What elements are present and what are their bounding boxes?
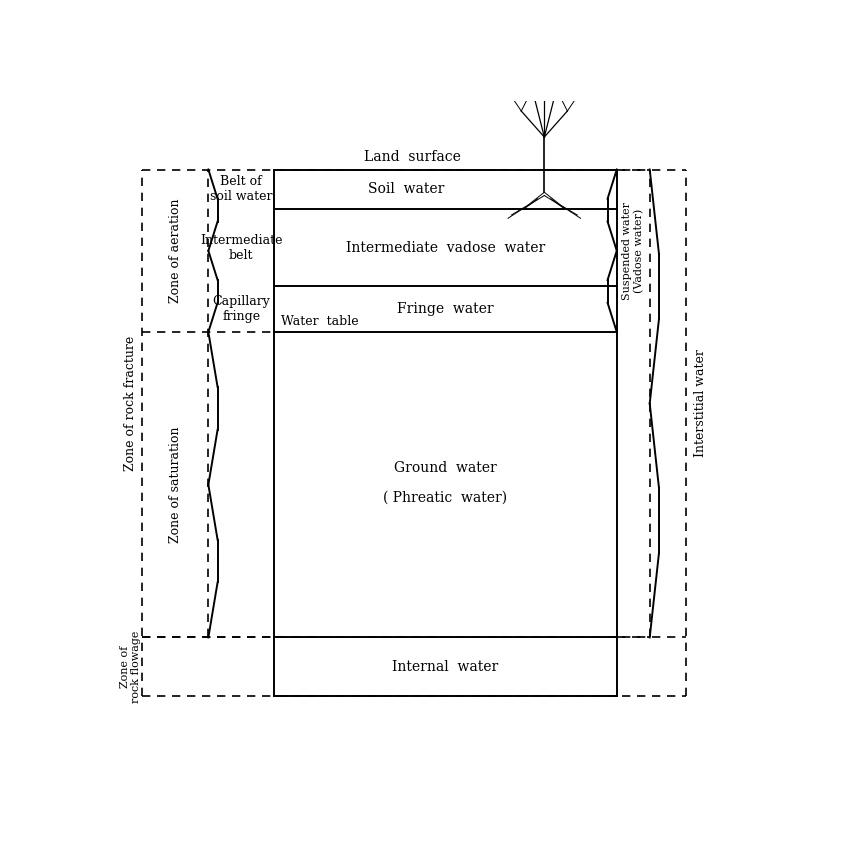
Text: Zone of
rock flowage: Zone of rock flowage <box>120 630 141 703</box>
Text: Ground  water: Ground water <box>394 462 497 475</box>
Text: Interstitial water: Interstitial water <box>694 349 707 457</box>
Text: Internal  water: Internal water <box>393 660 499 674</box>
Text: Water  table: Water table <box>280 315 359 328</box>
Text: Zone of aeration: Zone of aeration <box>169 198 182 303</box>
Text: Soil  water: Soil water <box>368 182 445 196</box>
Text: Intermediate
belt: Intermediate belt <box>200 234 282 262</box>
Text: Zone of rock fracture: Zone of rock fracture <box>124 336 137 471</box>
Text: Suspended water
(Vadose water): Suspended water (Vadose water) <box>622 202 644 300</box>
Text: Belt of
soil water: Belt of soil water <box>210 175 273 203</box>
Text: Fringe  water: Fringe water <box>397 302 494 316</box>
Text: Zone of saturation: Zone of saturation <box>169 426 182 543</box>
Text: ( Phreatic  water): ( Phreatic water) <box>383 490 507 505</box>
Text: Land  surface: Land surface <box>364 150 461 165</box>
Text: Capillary
fringe: Capillary fringe <box>212 295 270 323</box>
Text: Intermediate  vadose  water: Intermediate vadose water <box>346 241 545 255</box>
